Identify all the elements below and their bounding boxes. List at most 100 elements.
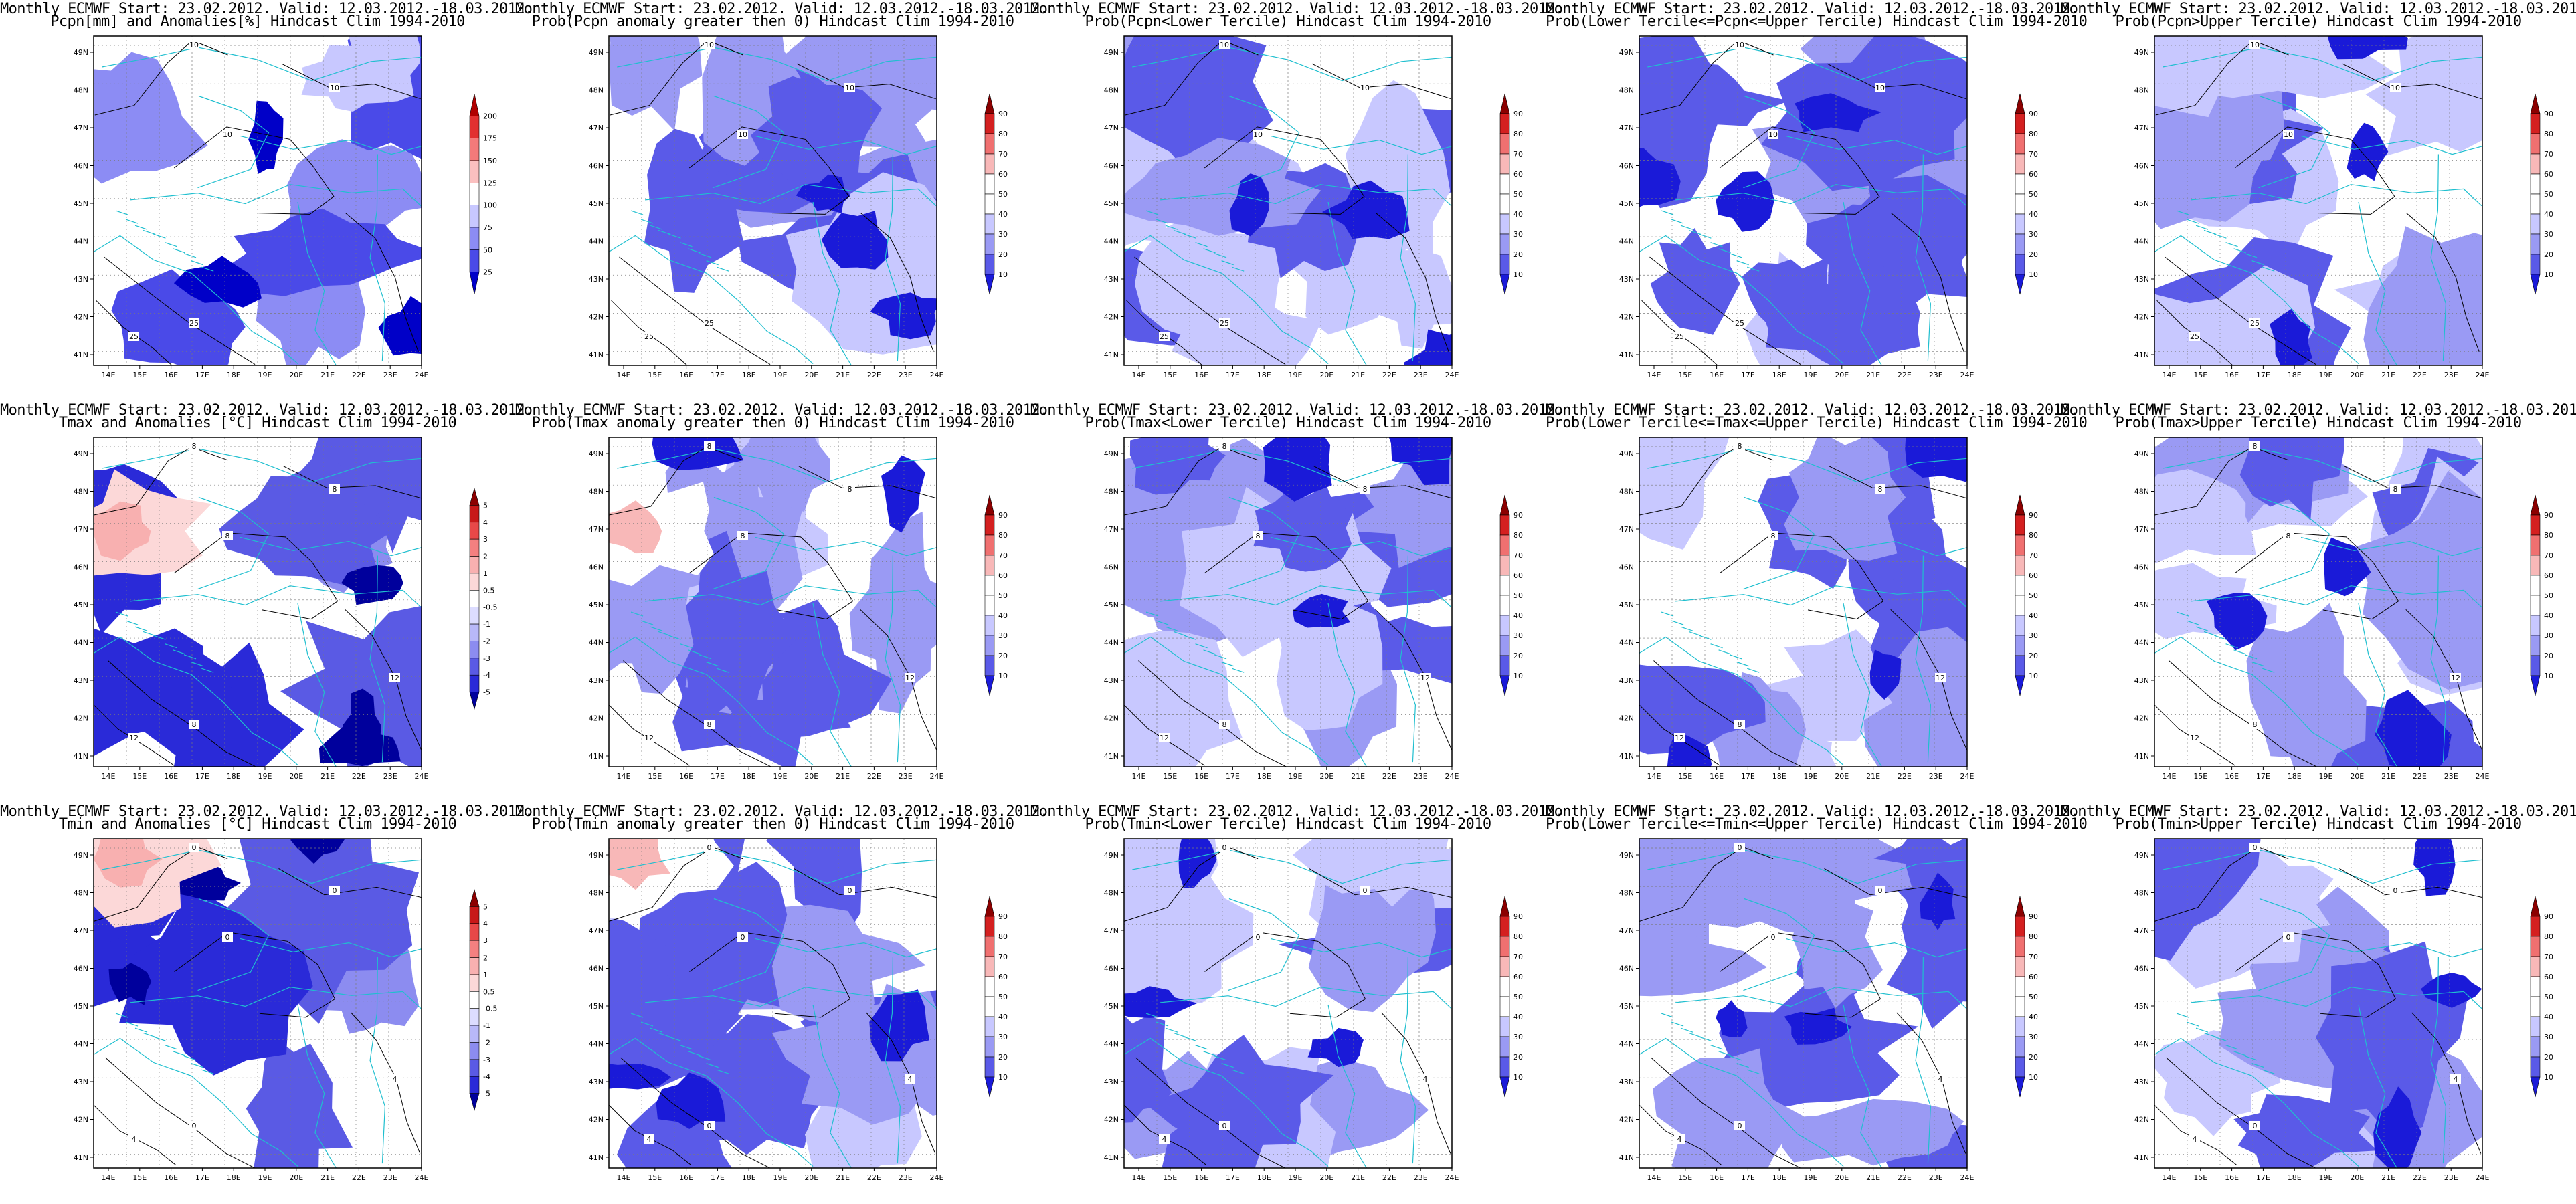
colorbar-label: 10 xyxy=(1513,672,1523,680)
colorbar-segment xyxy=(469,505,480,523)
colorbar-segment xyxy=(1499,113,1510,134)
anomaly-core xyxy=(173,256,262,308)
latitude-label: 44N xyxy=(589,1040,604,1049)
island-outline xyxy=(1736,662,1749,667)
longitude-label: 17E xyxy=(1226,772,1240,781)
island-outline xyxy=(680,643,693,649)
longitude-label: 19E xyxy=(1804,1173,1818,1182)
island-outline xyxy=(2203,229,2217,235)
anomaly-region xyxy=(1639,437,1681,521)
longitude-label: 24E xyxy=(930,1173,944,1182)
coastline-border xyxy=(297,1004,337,1168)
longitude-label: 22E xyxy=(1382,1173,1396,1182)
isoline-label: 8 xyxy=(1222,720,1227,729)
island-outline xyxy=(2176,1013,2189,1018)
anomaly-region xyxy=(682,530,798,738)
colorbar-label: 25 xyxy=(483,268,492,277)
forecast-panel: Monthly ECMWF Start: 23.02.2012. Valid: … xyxy=(0,803,533,1204)
colorbar-segment xyxy=(2015,534,2025,556)
coastline-border xyxy=(2358,201,2397,365)
island-outline xyxy=(1710,643,1723,649)
latitude-label: 49N xyxy=(2134,48,2149,57)
coastline-border xyxy=(1228,496,1300,590)
map-field: 10 10 10 25 25 xyxy=(609,36,937,365)
coastline-border xyxy=(645,987,937,1009)
colorbar-label: 80 xyxy=(2544,932,2553,941)
island-outline xyxy=(1145,1013,1159,1018)
longitude-label: 16E xyxy=(1194,1173,1208,1182)
anomaly-core xyxy=(1307,1027,1364,1068)
latitude-label: 43N xyxy=(2134,1078,2149,1086)
panel-title-line2: Prob(Tmin anomaly greater then 0) Hindca… xyxy=(531,816,1014,833)
island-outline xyxy=(201,1069,214,1074)
latitude-label: 44N xyxy=(74,237,88,246)
colorbar-label: 70 xyxy=(998,551,1008,560)
colorbar-label: 80 xyxy=(2544,130,2553,138)
colorbar-segment xyxy=(2015,1076,2025,1098)
latitude-label: 49N xyxy=(74,449,88,458)
coastline-border xyxy=(1270,536,1452,557)
longitude-label: 21E xyxy=(1351,371,1365,379)
island-outline xyxy=(165,1045,177,1050)
coastline-border xyxy=(2300,536,2482,557)
colorbar-label: 4 xyxy=(483,920,488,928)
latitude-label: 48N xyxy=(2134,86,2149,95)
colorbar-segment xyxy=(469,1042,480,1060)
longitude-label: 16E xyxy=(164,772,178,781)
coastline-border xyxy=(1785,938,1967,958)
longitude-label: 19E xyxy=(773,772,788,781)
isoline-label-bg xyxy=(1159,1134,1170,1144)
isoline-label: 8 xyxy=(707,442,712,451)
map-frame xyxy=(93,35,422,366)
colorbar-segment xyxy=(2530,976,2541,997)
colorbar-segment xyxy=(2530,193,2541,215)
longitude-label: 15E xyxy=(132,772,147,781)
island-outline xyxy=(1688,229,1701,235)
colorbar-label: 3 xyxy=(483,535,488,544)
isoline-label-bg xyxy=(128,733,139,742)
isoline-label: 8 xyxy=(2286,532,2291,540)
colorbar-label: 200 xyxy=(483,112,497,120)
colorbar: 90 80 70 60 50 40 30 20 10 xyxy=(2015,494,2038,696)
colorbar-segment xyxy=(469,1025,480,1043)
isoline-label: 12 xyxy=(1675,734,1684,742)
isoline-label: 0 xyxy=(707,843,712,852)
longitude-label: 15E xyxy=(648,772,662,781)
latitude-label: 46N xyxy=(2134,563,2149,572)
latitude-label: 44N xyxy=(2134,1040,2149,1049)
latitude-label: 42N xyxy=(1619,313,1634,322)
coastline-border xyxy=(1647,47,1967,82)
latitude-label: 48N xyxy=(1619,488,1634,496)
colorbar-label: 90 xyxy=(2029,511,2038,520)
island-outline xyxy=(1184,635,1196,640)
latitude-label: 42N xyxy=(2134,1116,2149,1124)
isoline-label: 12 xyxy=(129,734,139,742)
colorbar-label: 10 xyxy=(1513,1073,1523,1082)
colorbar-segment xyxy=(469,888,480,907)
longitude-label: 19E xyxy=(2319,1173,2333,1182)
coastline-border xyxy=(1228,95,1300,189)
map-plot: 0 0 0 0 4 4 49N 48N 47N 46N 45N 44N 43N 42N 41N 14E 15E 1… xyxy=(74,838,497,1182)
island-outline xyxy=(2251,1063,2264,1068)
latitude-label: 46N xyxy=(1104,965,1119,973)
latitude-label: 43N xyxy=(589,1078,604,1086)
longitude-label: 19E xyxy=(1289,772,1303,781)
isoline-label-bg xyxy=(189,40,199,49)
longitude-label: 19E xyxy=(1804,772,1818,781)
isoline-label-bg xyxy=(737,932,748,942)
isoline-label: 0 xyxy=(2286,933,2291,942)
colorbar-segment xyxy=(1499,514,1510,536)
longitude-label: 21E xyxy=(836,371,850,379)
island-outline xyxy=(2214,635,2227,640)
isoline-label: 10 xyxy=(1735,41,1744,49)
longitude-label: 21E xyxy=(2381,772,2395,781)
colorbar-label: 50 xyxy=(2029,591,2038,600)
longitude-label: 17E xyxy=(711,772,725,781)
isoline xyxy=(1827,63,1966,100)
latitude-label: 46N xyxy=(589,563,604,572)
longitude-label: 23E xyxy=(383,1173,397,1182)
island-outline xyxy=(658,1032,671,1038)
isoline-label-bg xyxy=(2249,843,2260,852)
island-outline xyxy=(1173,1032,1186,1038)
colorbar-segment xyxy=(2015,916,2025,937)
